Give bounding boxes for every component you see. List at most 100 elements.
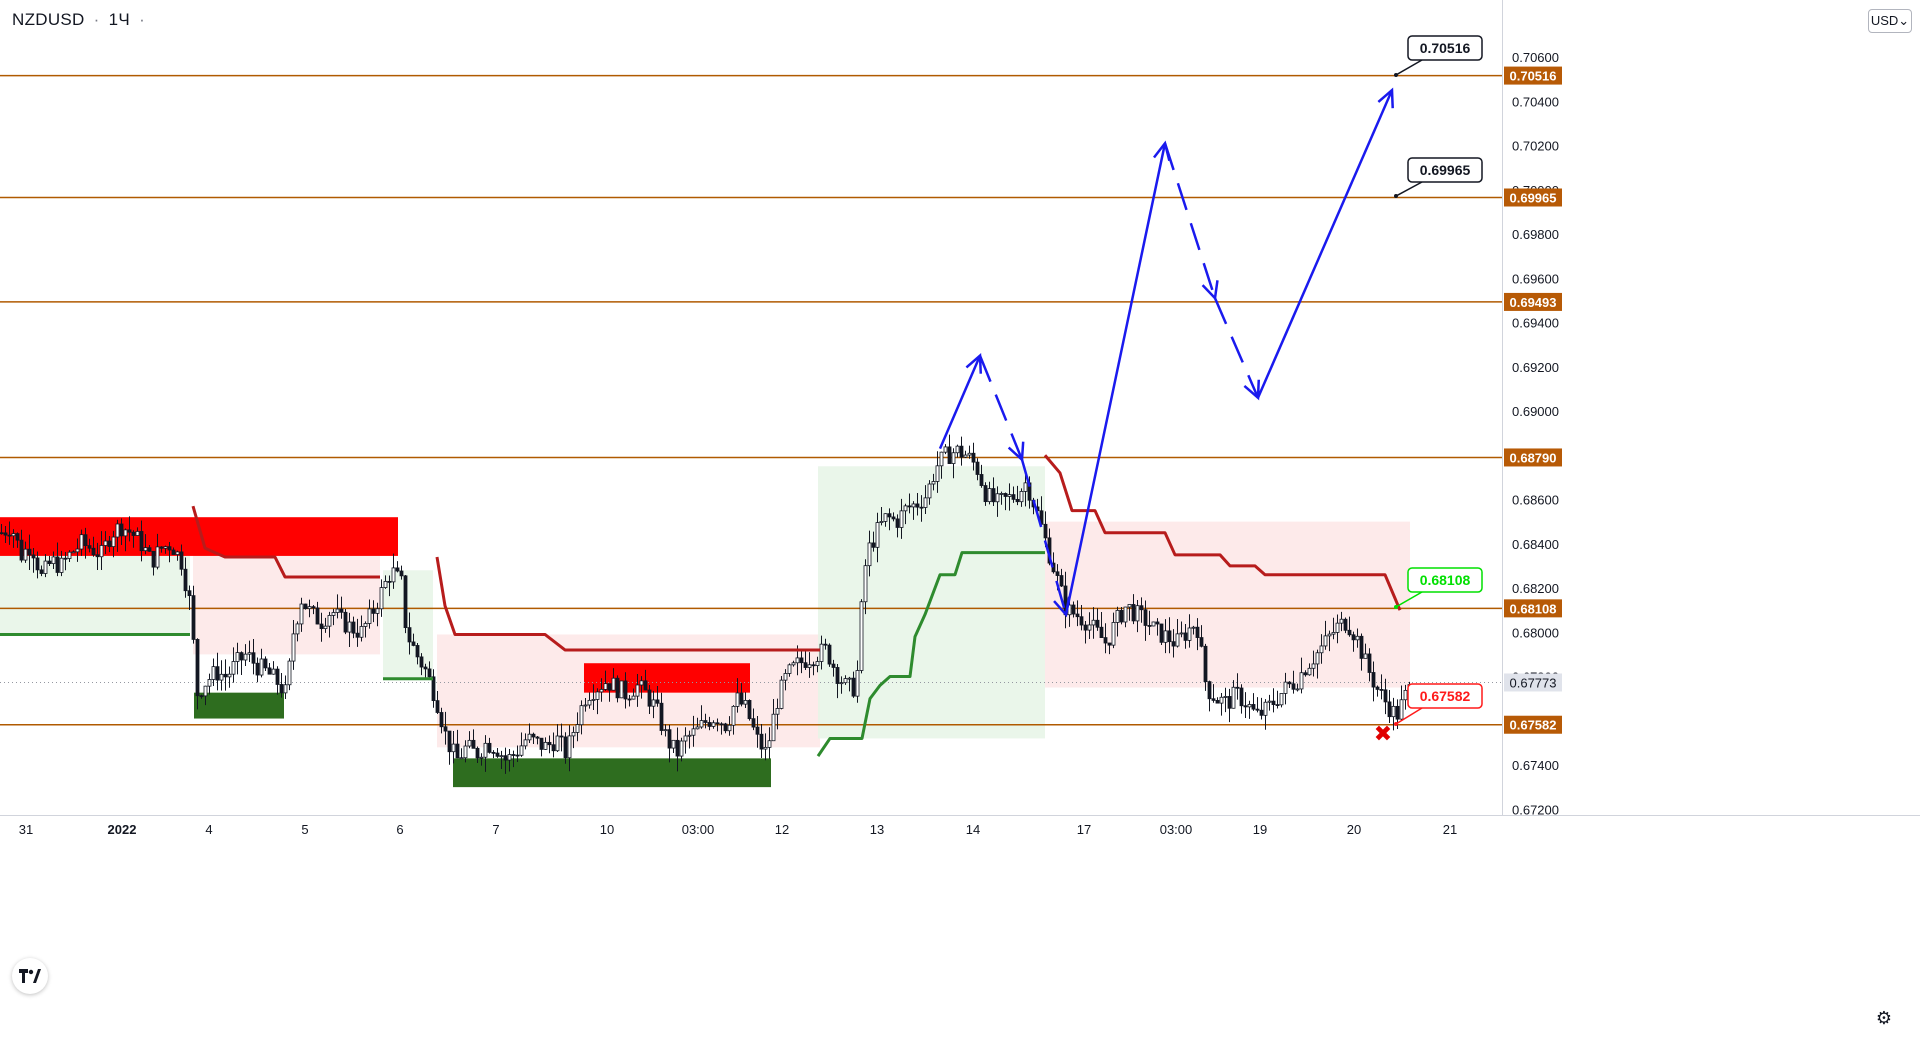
- candle-body: [395, 567, 400, 572]
- candle-body: [447, 730, 452, 753]
- candle-body: [1219, 696, 1224, 704]
- tradingview-logo-icon[interactable]: [12, 958, 48, 994]
- candle-body: [1055, 571, 1060, 576]
- candle-body: [507, 754, 512, 761]
- candle-body: [683, 735, 688, 742]
- candle-body: [247, 652, 252, 655]
- projected-path-leg-5: [1213, 297, 1260, 399]
- candle-body: [871, 542, 876, 548]
- candle-body: [1367, 653, 1372, 673]
- candle-body: [543, 741, 548, 750]
- candle-body: [731, 705, 736, 726]
- candle-body: [135, 531, 140, 536]
- candle-body: [1211, 698, 1216, 701]
- candle-body: [811, 664, 816, 667]
- candle-body: [1199, 637, 1204, 647]
- candle-body: [39, 569, 44, 574]
- candle-body: [599, 689, 604, 693]
- candle-body: [155, 546, 160, 568]
- candle-body: [511, 754, 516, 756]
- candle-body: [315, 607, 320, 625]
- candle-body: [147, 547, 152, 552]
- candle-body: [883, 513, 888, 522]
- candle-body: [1059, 575, 1064, 587]
- candle-body: [307, 606, 312, 610]
- candle-body: [1083, 624, 1088, 631]
- demand-zone-1: [453, 758, 771, 788]
- candle-body: [799, 657, 804, 664]
- price-callouts: 0.70516 0.69965 0.68108 0.67582: [1394, 35, 1483, 726]
- horizontal-levels: [0, 74, 1502, 726]
- candle-body: [491, 751, 496, 754]
- candle-body: [695, 726, 700, 730]
- projected-path-leg-3: [1064, 143, 1167, 615]
- level-badge-label-0: 0.70516: [1510, 69, 1557, 84]
- candle-body: [1323, 635, 1328, 647]
- candle-body: [875, 522, 880, 548]
- x-tick-label-4: 6: [396, 822, 403, 837]
- candle-body: [439, 712, 444, 728]
- candle-body: [79, 534, 84, 550]
- callout-anchor-2: [1394, 605, 1398, 609]
- candle-body: [1043, 523, 1048, 539]
- candle-body: [1183, 632, 1188, 641]
- candle-body: [99, 545, 104, 558]
- candle-body: [475, 747, 480, 759]
- candle-body: [403, 575, 408, 629]
- candle-body: [571, 732, 576, 737]
- candle-body: [191, 595, 196, 640]
- symbol-header[interactable]: NZDUSD · 1Ч ·: [12, 10, 149, 30]
- x-tick-label-11: 17: [1077, 822, 1091, 837]
- gear-icon[interactable]: ⚙: [1875, 1008, 1892, 1028]
- candle-body: [839, 682, 844, 685]
- candle-body: [35, 557, 40, 571]
- candle-body: [163, 546, 168, 549]
- candle-body: [815, 661, 820, 667]
- candle-body: [1131, 604, 1136, 622]
- level-badge-1: [1504, 188, 1562, 207]
- candle-body: [83, 534, 88, 547]
- candle-body: [1111, 622, 1116, 646]
- candle-body: [1351, 634, 1356, 641]
- candle-body: [463, 745, 468, 759]
- candle-body: [451, 743, 456, 753]
- fill-area-1: [193, 543, 380, 655]
- currency-selector-button[interactable]: USD⌄: [1868, 9, 1912, 33]
- x-tick-label-3: 5: [301, 822, 308, 837]
- candle-body: [1087, 624, 1092, 631]
- candle-body: [1251, 704, 1256, 710]
- candle-body: [1235, 686, 1240, 689]
- candle-body: [595, 691, 600, 700]
- candle-body: [11, 533, 16, 537]
- candle-body: [947, 446, 952, 464]
- candle-body: [651, 699, 656, 707]
- x-tick-label-13: 19: [1253, 822, 1267, 837]
- candle-body: [735, 692, 740, 707]
- candle-body: [235, 652, 240, 662]
- candle-body: [1307, 667, 1312, 676]
- candle-body: [1187, 627, 1192, 641]
- candle-body: [215, 666, 220, 681]
- candle-body: [1379, 689, 1384, 691]
- candle-body: [1359, 635, 1364, 659]
- candle-body: [639, 680, 644, 686]
- demand-zone-0: [194, 692, 284, 719]
- candle-body: [1275, 704, 1280, 707]
- x-tick-label-6: 10: [600, 822, 614, 837]
- candle-body: [1159, 623, 1164, 643]
- candle-body: [279, 684, 284, 694]
- candle-body: [183, 568, 188, 592]
- candle-body: [967, 452, 972, 456]
- candle-body: [899, 510, 904, 528]
- candle-body: [771, 713, 776, 742]
- candle-body: [1299, 672, 1304, 690]
- logo-mark-icon: [19, 969, 41, 983]
- callout-box-3: [1407, 683, 1483, 709]
- callout-anchor-1: [1394, 194, 1398, 198]
- candle-body: [859, 601, 864, 671]
- candle-body: [615, 677, 620, 699]
- candle-body: [359, 626, 364, 638]
- candle-body: [423, 666, 428, 670]
- candle-body: [715, 722, 720, 725]
